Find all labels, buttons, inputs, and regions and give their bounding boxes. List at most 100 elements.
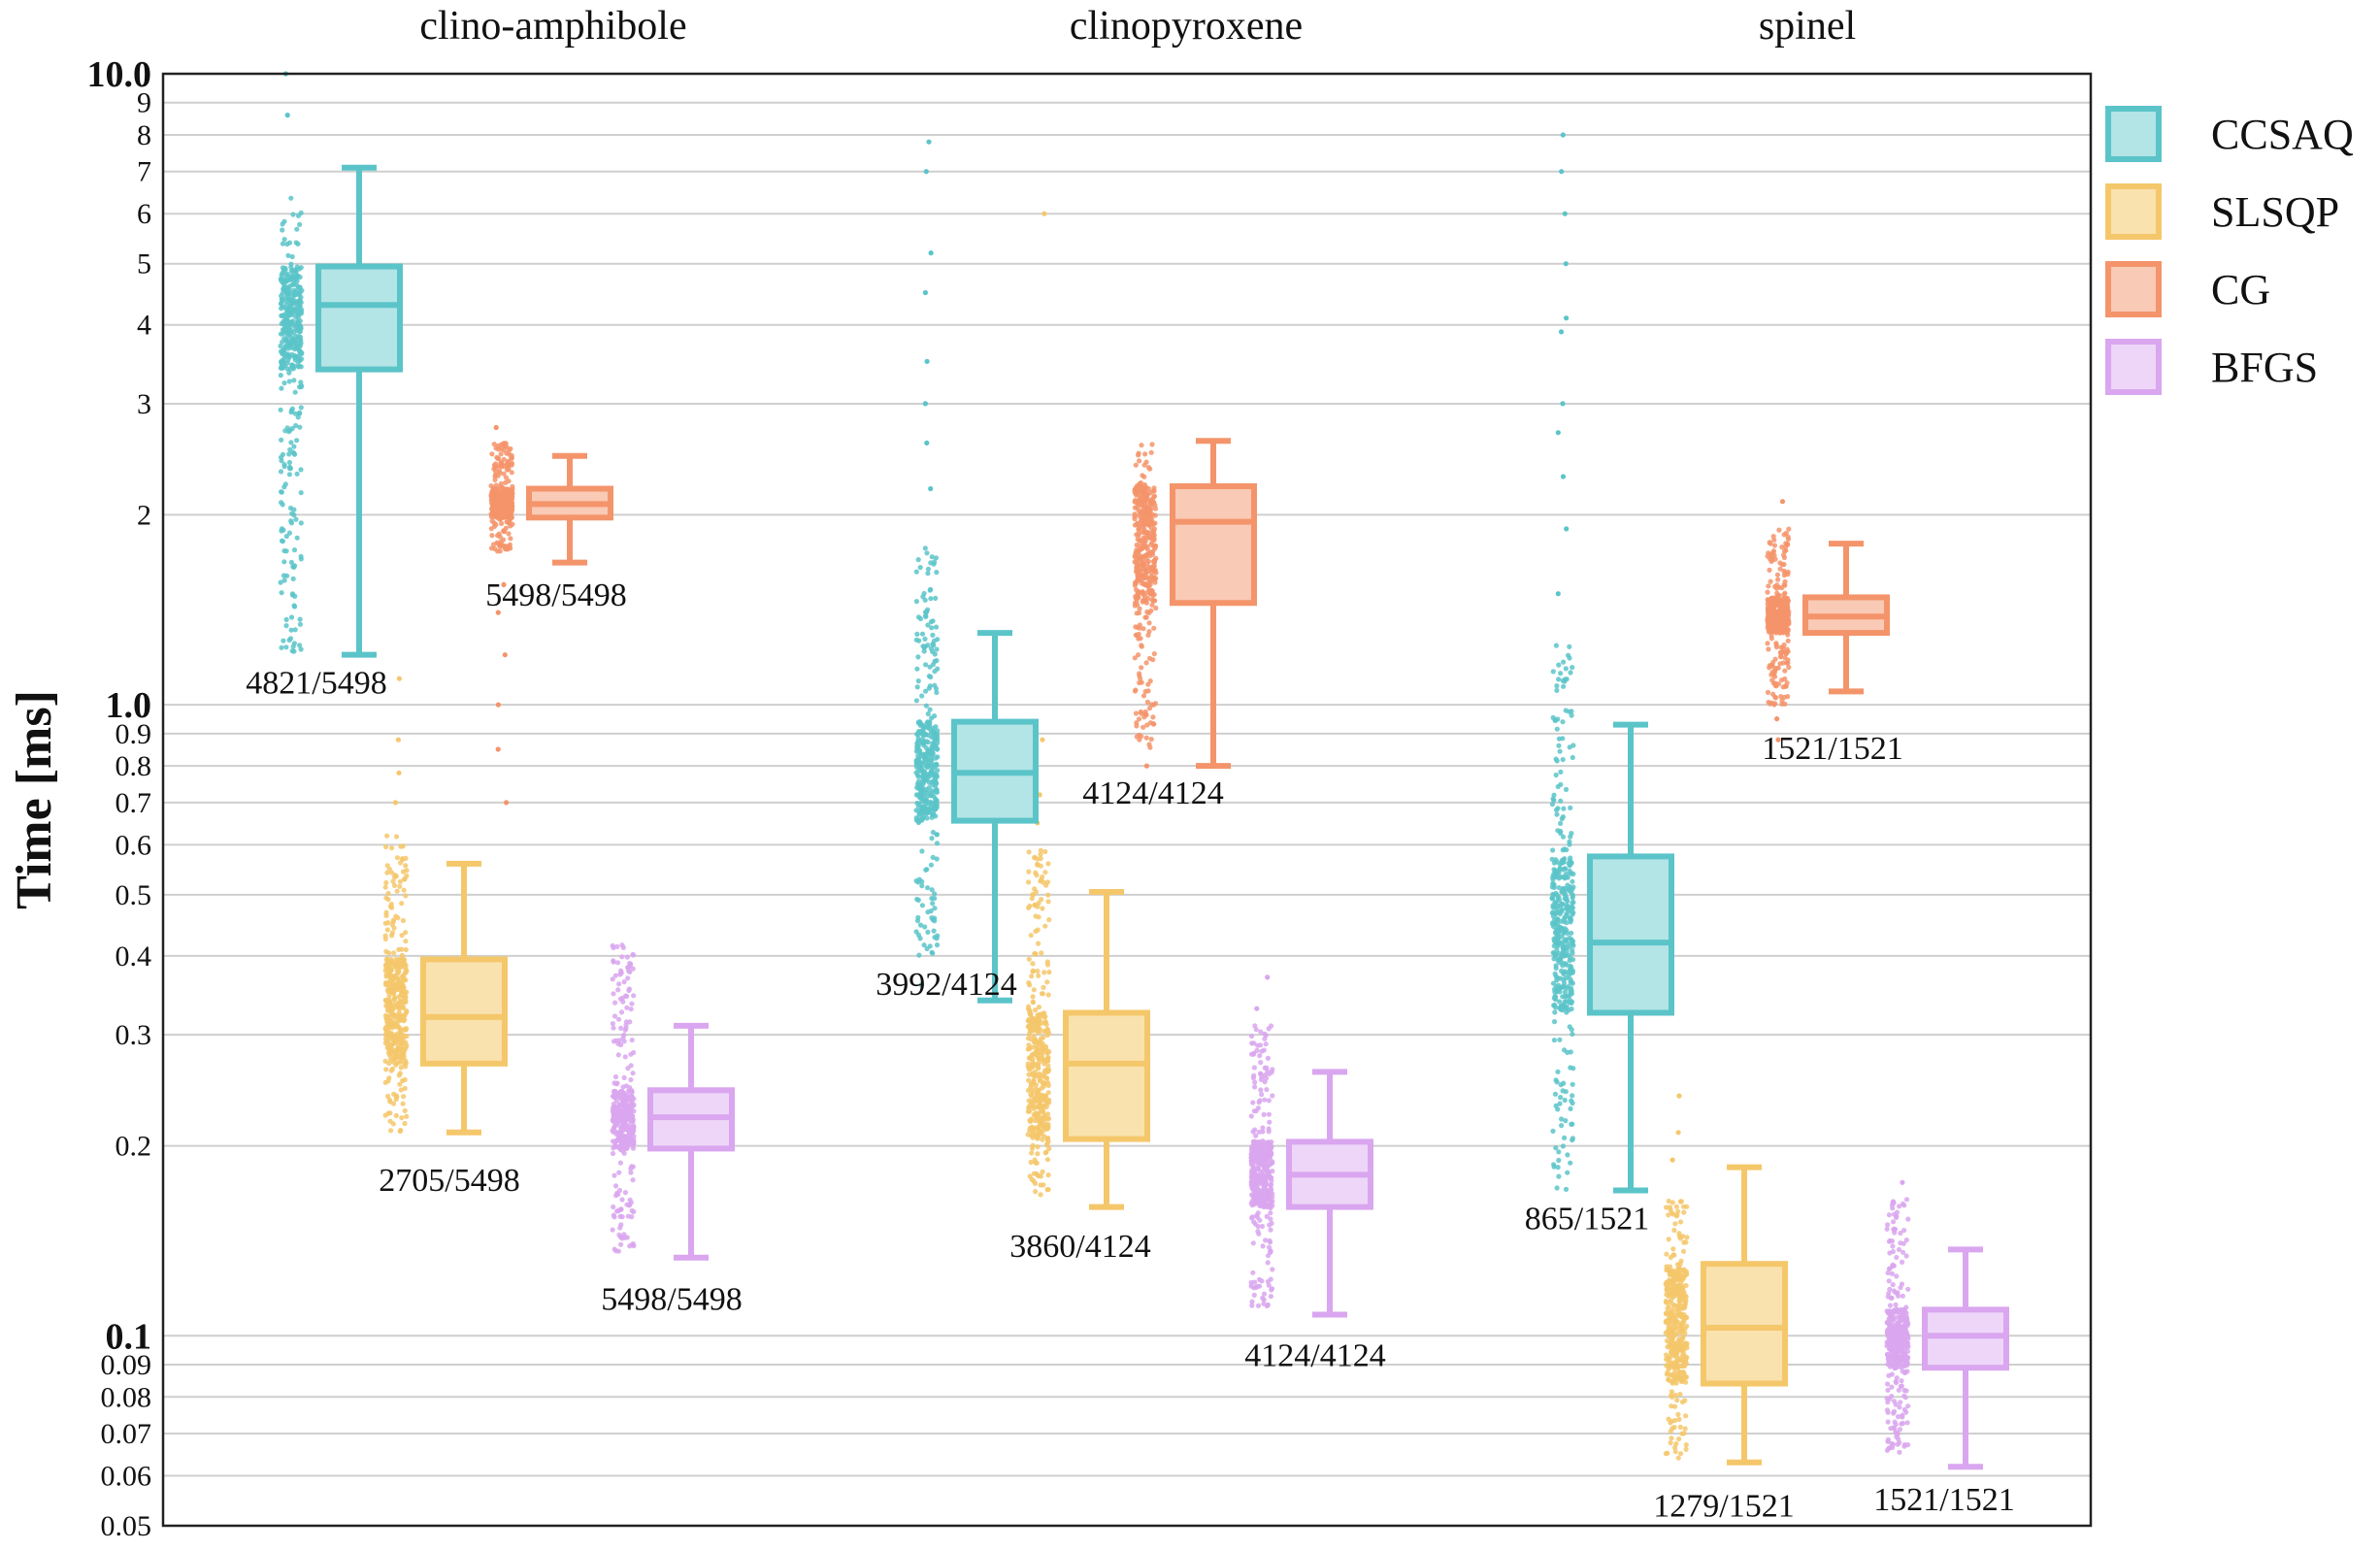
- data-point: [1036, 1056, 1041, 1062]
- data-point: [1259, 1223, 1266, 1230]
- data-point: [624, 1005, 630, 1010]
- data-point: [1151, 721, 1157, 727]
- data-point: [1678, 1282, 1684, 1288]
- data-point: [1770, 680, 1776, 686]
- data-point: [612, 1073, 619, 1080]
- data-point: [297, 410, 303, 415]
- jitter-cloud-cg: [1765, 499, 1792, 742]
- data-point: [399, 982, 405, 988]
- data-point: [1785, 534, 1791, 540]
- data-point: [289, 362, 295, 368]
- data-point: [385, 1002, 391, 1007]
- data-point: [1139, 443, 1144, 448]
- data-point: [506, 517, 512, 524]
- data-point: [922, 597, 928, 603]
- data-point: [1261, 1111, 1267, 1117]
- data-point: [1767, 567, 1772, 574]
- data-point: [612, 1092, 618, 1098]
- data-point: [1248, 1178, 1255, 1184]
- data-point: [1033, 1189, 1039, 1195]
- data-point: [1151, 558, 1157, 565]
- data-point: [631, 1108, 637, 1114]
- data-point: [280, 227, 285, 233]
- data-point: [1666, 1416, 1671, 1422]
- data-point: [298, 490, 304, 496]
- data-point: [1556, 1149, 1562, 1155]
- data-point: [1260, 1163, 1266, 1169]
- data-point: [1041, 1125, 1047, 1131]
- data-point: [1558, 769, 1564, 775]
- data-point: [917, 729, 923, 735]
- data-point: [291, 648, 297, 654]
- data-point: [1254, 1194, 1260, 1200]
- data-point: [1784, 605, 1791, 610]
- outlier-point: [1265, 974, 1271, 980]
- data-point: [1782, 590, 1788, 596]
- data-point: [402, 1120, 408, 1127]
- data-point: [403, 855, 409, 862]
- data-point: [1562, 1097, 1568, 1104]
- data-point: [1041, 1061, 1047, 1067]
- data-point: [616, 1170, 622, 1175]
- data-point: [1898, 1230, 1903, 1237]
- data-point: [1026, 1072, 1032, 1077]
- data-point: [932, 682, 938, 688]
- data-point: [1558, 1095, 1564, 1101]
- data-point: [1901, 1406, 1907, 1412]
- data-point: [1569, 991, 1574, 997]
- data-point: [1672, 1332, 1678, 1338]
- data-point: [1771, 543, 1777, 548]
- data-point: [404, 968, 410, 974]
- data-point: [1045, 1122, 1051, 1128]
- data-point: [1555, 936, 1561, 941]
- data-point: [628, 1076, 634, 1083]
- data-point: [916, 818, 922, 824]
- data-point: [1554, 811, 1560, 817]
- data-point: [1258, 1076, 1264, 1082]
- data-point: [1025, 1046, 1031, 1052]
- data-point: [933, 595, 939, 602]
- data-point: [1040, 1040, 1045, 1046]
- data-point: [1550, 876, 1556, 882]
- data-point: [386, 950, 392, 956]
- data-point: [930, 632, 936, 639]
- data-point: [298, 309, 305, 314]
- jitter-cloud-cg: [488, 424, 515, 806]
- data-point: [1676, 1436, 1682, 1442]
- data-point: [917, 615, 924, 622]
- data-point: [1268, 1152, 1273, 1158]
- data-point: [1570, 900, 1576, 906]
- data-point: [1565, 1049, 1570, 1055]
- data-point: [1134, 734, 1140, 740]
- data-point: [1031, 1090, 1037, 1096]
- data-point: [1563, 786, 1570, 793]
- data-point: [1140, 507, 1146, 512]
- data-point: [1042, 848, 1048, 855]
- data-point: [928, 799, 934, 806]
- data-point: [1255, 1180, 1261, 1186]
- data-point: [924, 867, 930, 873]
- data-point: [1675, 1208, 1681, 1214]
- data-point: [934, 789, 941, 795]
- data-point: [1145, 632, 1151, 639]
- data-point: [1560, 994, 1566, 1000]
- data-point: [1570, 893, 1576, 899]
- data-point: [1560, 719, 1566, 725]
- data-point: [1886, 1278, 1892, 1284]
- data-point: [506, 531, 512, 537]
- data-point: [927, 683, 933, 689]
- data-point: [385, 920, 391, 926]
- data-point: [399, 1115, 405, 1121]
- data-point: [1664, 1287, 1669, 1293]
- data-point: [1785, 694, 1791, 700]
- data-point: [1026, 1055, 1032, 1061]
- data-point: [403, 863, 409, 869]
- data-point: [281, 462, 287, 468]
- data-point: [1679, 1314, 1685, 1320]
- data-point: [924, 945, 930, 952]
- data-point: [1560, 944, 1566, 950]
- data-point: [1045, 861, 1051, 867]
- jitter-cloud-ccsaq: [913, 139, 941, 988]
- data-point: [1266, 1129, 1272, 1135]
- data-point: [1564, 1009, 1570, 1015]
